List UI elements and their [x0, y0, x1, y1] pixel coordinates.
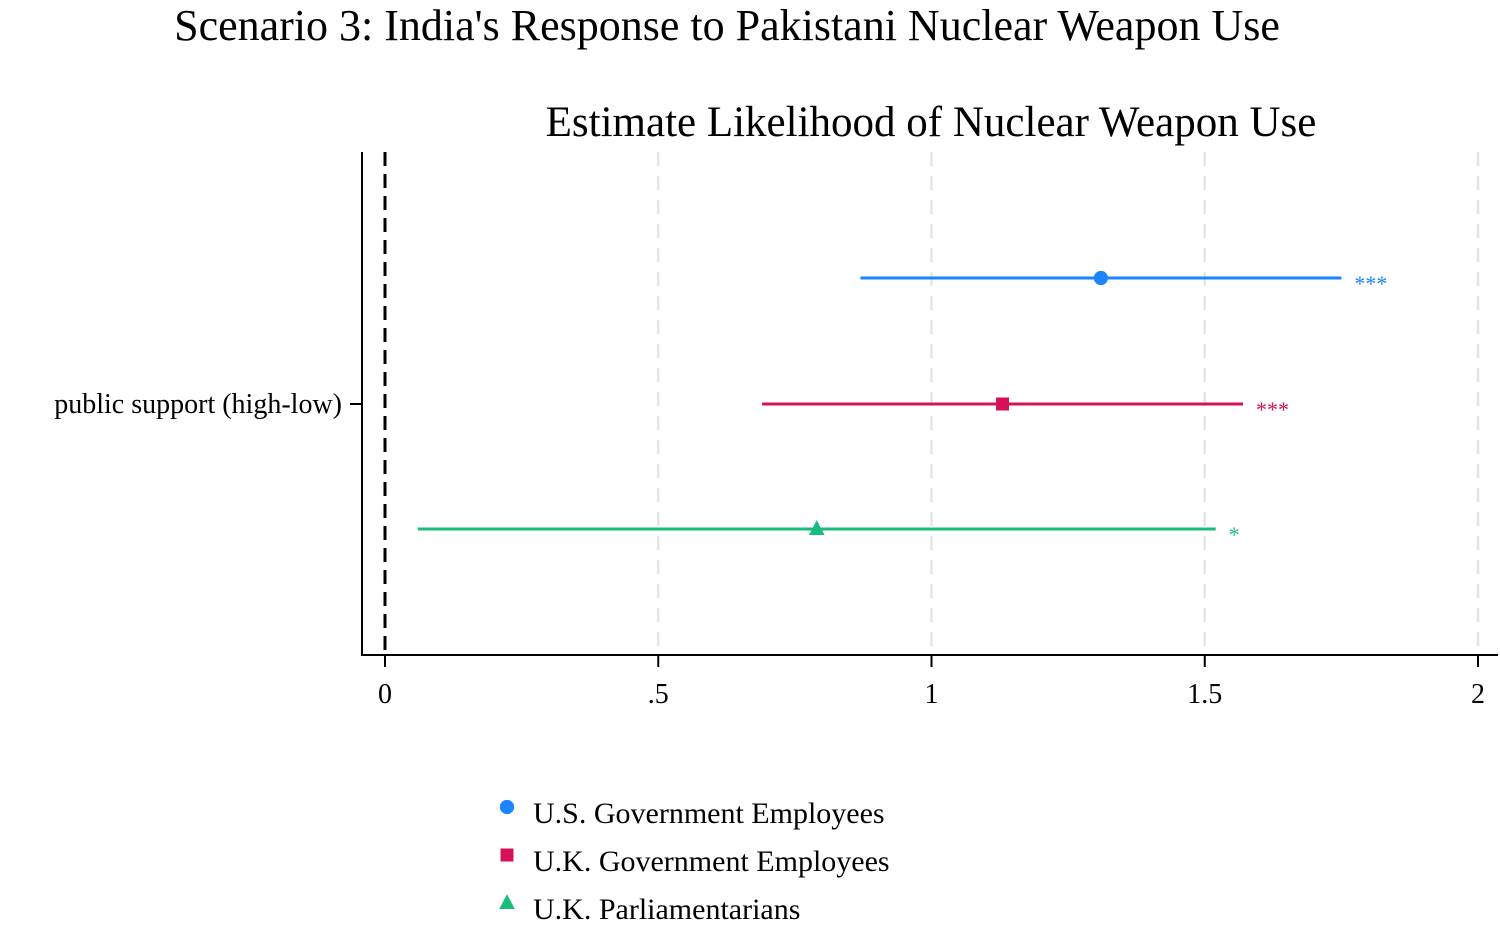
x-ticks: 0 .5 1 1.5 2 — [378, 655, 1485, 710]
point-estimate — [1093, 270, 1109, 286]
legend-label: U.K. Government Employees — [533, 845, 890, 878]
legend-label: U.K. Parliamentarians — [533, 893, 800, 926]
legend: U.S. Government Employees U.K. Government… — [499, 797, 890, 926]
legend-item: U.S. Government Employees — [499, 797, 885, 830]
series-2: *** — [762, 397, 1289, 422]
legend-marker — [499, 894, 515, 910]
legend-label: U.S. Government Employees — [533, 797, 885, 830]
significance-label: * — [1229, 522, 1240, 547]
chart-subtitle: Estimate Likelihood of Nuclear Weapon Us… — [546, 99, 1317, 146]
significance-label: *** — [1256, 397, 1289, 422]
legend-item: U.K. Government Employees — [500, 845, 890, 878]
series: ******* — [417, 270, 1387, 547]
x-tick-label: 1.5 — [1187, 679, 1222, 710]
x-tick-label: 0 — [378, 679, 392, 710]
point-estimate — [808, 520, 825, 536]
legend-marker — [499, 799, 515, 815]
x-tick-label: .5 — [648, 679, 669, 710]
axes: public support (high-low) — [54, 152, 1498, 656]
point-estimate — [996, 397, 1010, 411]
series-3: * — [417, 520, 1240, 547]
legend-marker — [500, 848, 514, 862]
legend-item: U.K. Parliamentarians — [499, 893, 800, 926]
series-1: *** — [860, 270, 1387, 296]
y-tick-label: public support (high-low) — [54, 389, 342, 420]
x-tick-label: 1 — [925, 679, 939, 710]
x-tick-label: 2 — [1471, 679, 1485, 710]
chart-title: Scenario 3: India's Response to Pakistan… — [174, 1, 1280, 50]
significance-label: *** — [1354, 271, 1387, 296]
